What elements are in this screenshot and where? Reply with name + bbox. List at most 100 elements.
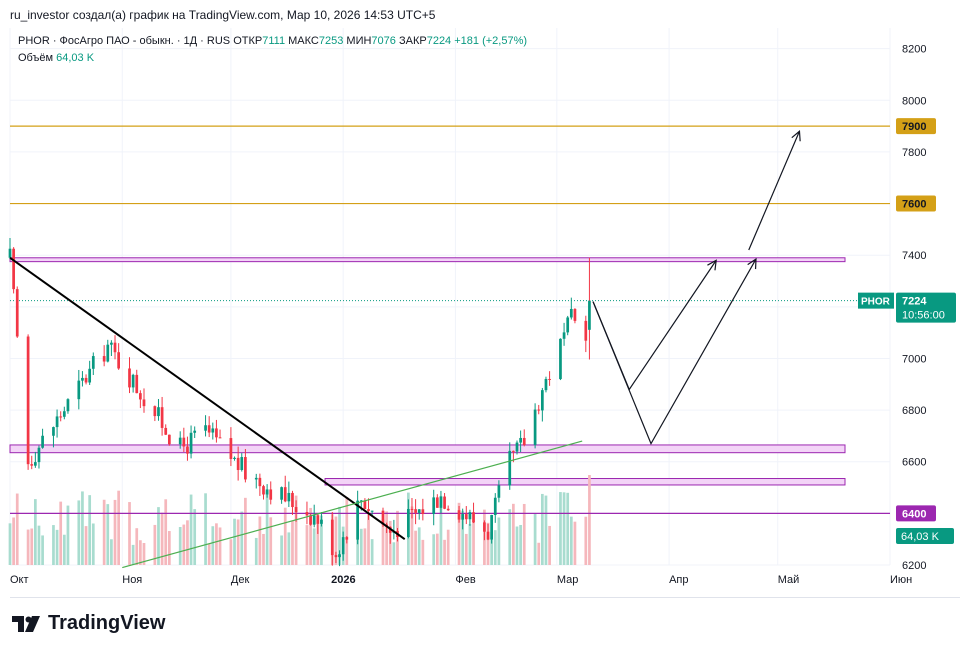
- volume-bar: [26, 529, 30, 565]
- volume-bar: [432, 534, 436, 565]
- volume-bar: [461, 510, 465, 565]
- volume-bar: [110, 539, 113, 565]
- time-tick-label: Мар: [557, 574, 579, 586]
- candle-body: [117, 352, 120, 369]
- horizontal-levels: [10, 125, 890, 514]
- candle-body: [280, 487, 283, 500]
- candle-body: [410, 508, 414, 510]
- volume-bar: [106, 504, 110, 565]
- projection-arrowhead: [791, 130, 801, 142]
- time-axis[interactable]: Окт Ноя Дек 2026 Фев Мар Апр Май Июн: [10, 574, 912, 586]
- candle-body: [486, 531, 490, 540]
- volume-bar: [439, 495, 443, 565]
- time-tick-label: Июн: [890, 574, 912, 586]
- time-tick-label: Апр: [669, 574, 688, 586]
- candle-body: [370, 510, 374, 512]
- time-tick-label: 2026: [331, 574, 355, 586]
- candle-body: [443, 496, 446, 509]
- volume-bar: [167, 531, 171, 565]
- volume-bar: [113, 499, 117, 565]
- candle-body: [8, 248, 12, 258]
- volume-bar: [338, 506, 341, 565]
- volume-bar: [370, 539, 374, 565]
- volume-bar: [186, 520, 189, 565]
- candle-body: [236, 457, 240, 471]
- candle-body: [483, 522, 486, 532]
- volume-bar: [139, 540, 142, 565]
- close-value: 7224: [426, 35, 452, 47]
- level-tag: [896, 118, 936, 135]
- candle-body: [128, 368, 131, 388]
- candle-body: [508, 450, 512, 486]
- volume-bar: [8, 523, 12, 565]
- price-tick-label: 7800: [902, 147, 926, 159]
- volume-legend[interactable]: Объём 64,03 K: [18, 52, 94, 64]
- volume-bar: [233, 518, 236, 565]
- volume-bar: [443, 539, 446, 565]
- volume-bar: [62, 534, 66, 565]
- candle-body: [283, 487, 287, 502]
- candle-body: [102, 356, 106, 362]
- attribution: ru_investor создал(а) график на TradingV…: [10, 8, 436, 22]
- candle-body: [515, 442, 519, 452]
- volume-bar: [512, 503, 515, 565]
- candle-body: [207, 425, 211, 433]
- projection-arrow: [592, 260, 717, 391]
- level-tag-label: 7900: [902, 121, 926, 133]
- candle-body: [135, 374, 139, 394]
- high-value: 7253: [318, 35, 344, 47]
- candle-body: [88, 368, 92, 383]
- volume-bar: [218, 527, 222, 565]
- volume-bar: [283, 507, 287, 565]
- brand-name: TradingView: [48, 612, 166, 634]
- symbol-line: PHOR · ФосАгро ПАО - обыкн. · 1Д · RUS: [18, 35, 231, 47]
- candle-body: [537, 409, 541, 411]
- high-label: МАКС: [288, 35, 319, 47]
- candle-body: [493, 497, 497, 516]
- volume-bar: [81, 491, 84, 565]
- open-value: 7111: [262, 35, 286, 47]
- candle-body: [522, 437, 526, 445]
- symbol-legend[interactable]: PHOR · ФосАгро ПАО - обыкн. · 1Д · RUS О…: [18, 35, 527, 47]
- candle-body: [66, 399, 70, 412]
- candle-body: [548, 378, 551, 380]
- candle-body: [588, 300, 591, 330]
- volume-bar: [157, 507, 160, 565]
- volume-bar: [486, 522, 490, 565]
- candle-body: [367, 509, 370, 511]
- volume-bar: [464, 533, 468, 565]
- volume-bar: [508, 509, 512, 565]
- candle-body: [406, 508, 410, 538]
- candle-body: [305, 512, 309, 516]
- volume-bar: [135, 528, 139, 565]
- volume-bar: [410, 506, 414, 565]
- close-label: ЗАКР: [398, 35, 427, 47]
- candle-body: [345, 537, 349, 540]
- candle-body: [309, 515, 312, 525]
- trendline: [9, 256, 406, 540]
- candle-body: [55, 416, 59, 428]
- candle-body: [110, 342, 113, 345]
- candle-body: [569, 308, 573, 318]
- volume-bar: [414, 530, 417, 565]
- candle-body: [142, 399, 146, 407]
- candle-body: [193, 430, 197, 433]
- volume-bar: [12, 517, 15, 565]
- volume-bar: [204, 493, 207, 565]
- volume-bar: [189, 494, 193, 565]
- candle-body: [421, 509, 425, 515]
- volume-bar: [244, 497, 247, 565]
- level-tag: [896, 505, 936, 522]
- volume-bar: [229, 539, 233, 565]
- candle-body: [204, 425, 207, 431]
- candle-body: [189, 432, 193, 454]
- volume-bar: [381, 519, 385, 565]
- volume-bar: [490, 532, 494, 565]
- volume-bar: [211, 526, 215, 565]
- volume-bar: [566, 492, 570, 565]
- zones: [9, 257, 846, 486]
- tradingview-logo[interactable]: TradingView: [12, 612, 165, 635]
- volume-bar: [573, 521, 577, 565]
- candle-body: [287, 492, 291, 502]
